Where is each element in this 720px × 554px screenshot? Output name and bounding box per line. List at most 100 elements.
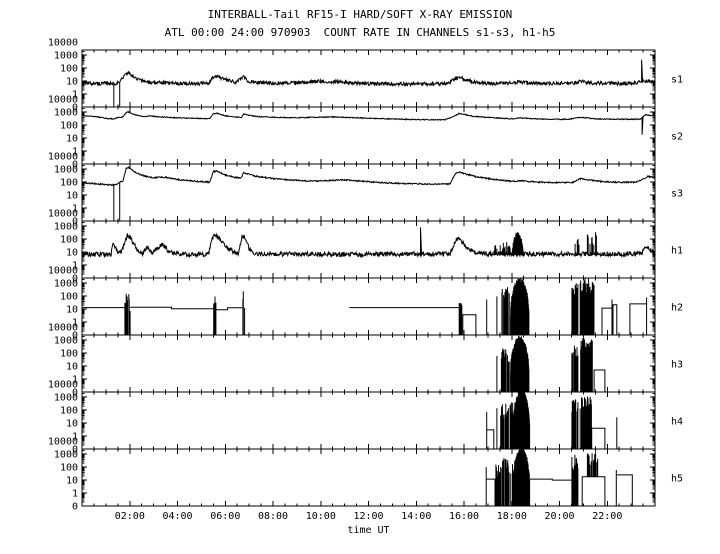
- y-tick-label: 10: [66, 419, 78, 430]
- axis-ticks-s3: [82, 164, 655, 221]
- series-h4-burst: [571, 399, 579, 449]
- axis-ticks-s2: [82, 107, 655, 164]
- channel-label-s3: s3: [671, 189, 683, 200]
- y-tick-label: 1: [72, 375, 78, 386]
- series-h3-burst: [580, 337, 593, 392]
- y-tick-label: 100: [60, 121, 78, 132]
- series-h5-burst: [512, 449, 531, 506]
- series-s3-trace: [81, 165, 656, 187]
- series-h1-burst: [511, 232, 524, 255]
- y-tick-label: 0: [72, 445, 78, 456]
- series-h2-burst: [501, 287, 510, 335]
- y-tick-label: 0: [72, 502, 78, 513]
- y-tick-label: 10: [66, 248, 78, 259]
- series-h5-burst: [502, 458, 514, 506]
- series-h1-trace: [81, 232, 656, 259]
- x-tick-label: 02:00: [115, 511, 145, 522]
- y-tick-label: 10000: [48, 38, 78, 49]
- y-tick-label: 1: [72, 318, 78, 329]
- series-h5-step: [615, 470, 633, 506]
- x-axis-title: time UT: [347, 525, 389, 536]
- y-tick-label: 10: [66, 77, 78, 88]
- y-tick-label: 1000: [54, 393, 78, 404]
- y-tick-label: 1000: [54, 450, 78, 461]
- panel-frame-h3: [81, 334, 656, 393]
- series-h5-step: [529, 478, 572, 481]
- channel-label-h5: h5: [671, 474, 683, 485]
- chart-subtitle: ATL 00:00 24:00 970903 COUNT RATE IN CHA…: [164, 26, 556, 39]
- chart-title: INTERBALL-Tail RF15-I HARD/SOFT X-RAY EM…: [207, 8, 513, 21]
- y-tick-label: 10000: [48, 152, 78, 163]
- channel-label-s2: s2: [671, 132, 683, 143]
- y-tick-label: 10000: [48, 437, 78, 448]
- y-tick-label: 100: [60, 292, 78, 303]
- series-h1-burst: [499, 242, 512, 255]
- y-tick-label: 10000: [48, 380, 78, 391]
- y-tick-label: 0: [72, 331, 78, 342]
- axis-ticks-s1: [82, 50, 655, 107]
- series-h2-step: [216, 307, 243, 311]
- y-tick-label: 0: [72, 274, 78, 285]
- series-h3-burst: [500, 348, 510, 392]
- series-h1-step: [420, 227, 422, 255]
- series-s2-step: [641, 116, 644, 135]
- x-tick-label: 16:00: [449, 511, 479, 522]
- x-axis-labels: 02:00 04:00 06:00 08:00 10:00 12:00 14:00 16:00…: [115, 511, 623, 536]
- channel-label-s1: s1: [671, 75, 683, 86]
- y-tick-label: 10000: [48, 323, 78, 334]
- series-h2-burst: [571, 283, 579, 335]
- y-tick-label: 0: [72, 103, 78, 114]
- y-tick-label: 0: [72, 160, 78, 171]
- series-h5-burst: [571, 454, 579, 506]
- series-h2-burst: [458, 303, 463, 335]
- y-tick-label: 1: [72, 432, 78, 443]
- y-tick-label: 10000: [48, 209, 78, 220]
- y-tick-label: 1: [72, 261, 78, 272]
- channel-label-h4: h4: [671, 417, 683, 428]
- series-h3-step: [593, 369, 606, 392]
- y-tick-label: 100: [60, 349, 78, 360]
- y-tick-label: 1000: [54, 51, 78, 62]
- series-h2-step: [601, 299, 613, 335]
- y-tick-label: 1000: [54, 165, 78, 176]
- y-tick-label: 0: [72, 217, 78, 228]
- series-h1-burst: [490, 245, 498, 255]
- axis-ticks-h4: [82, 392, 655, 449]
- channel-label-h2: h2: [671, 303, 683, 314]
- y-tick-label: 1000: [54, 336, 78, 347]
- y-tick-label: 1000: [54, 108, 78, 119]
- series-h3-burst: [571, 345, 579, 392]
- x-tick-label: 14:00: [401, 511, 431, 522]
- y-tick-label: 1: [72, 204, 78, 215]
- series-h5-step: [581, 476, 606, 506]
- channel-label-h1: h1: [671, 246, 683, 257]
- series-h2-step: [130, 306, 214, 310]
- series-s1-step: [641, 59, 644, 82]
- y-tick-label: 1000: [54, 279, 78, 290]
- series-s1-trace: [81, 70, 656, 88]
- panel-frame-s2: [81, 106, 656, 165]
- panel-frame-h5: [81, 448, 656, 507]
- x-tick-label: 04:00: [162, 511, 192, 522]
- y-tick-label: 100: [60, 463, 78, 474]
- y-tick-label: 10: [66, 362, 78, 373]
- y-tick-label: 10: [66, 191, 78, 202]
- y-tick-label: 10000: [48, 266, 78, 277]
- y-tick-label: 1: [72, 489, 78, 500]
- series-h5-burst: [586, 452, 599, 477]
- series-h2-burst: [579, 278, 595, 335]
- series-h4-burst: [579, 396, 592, 449]
